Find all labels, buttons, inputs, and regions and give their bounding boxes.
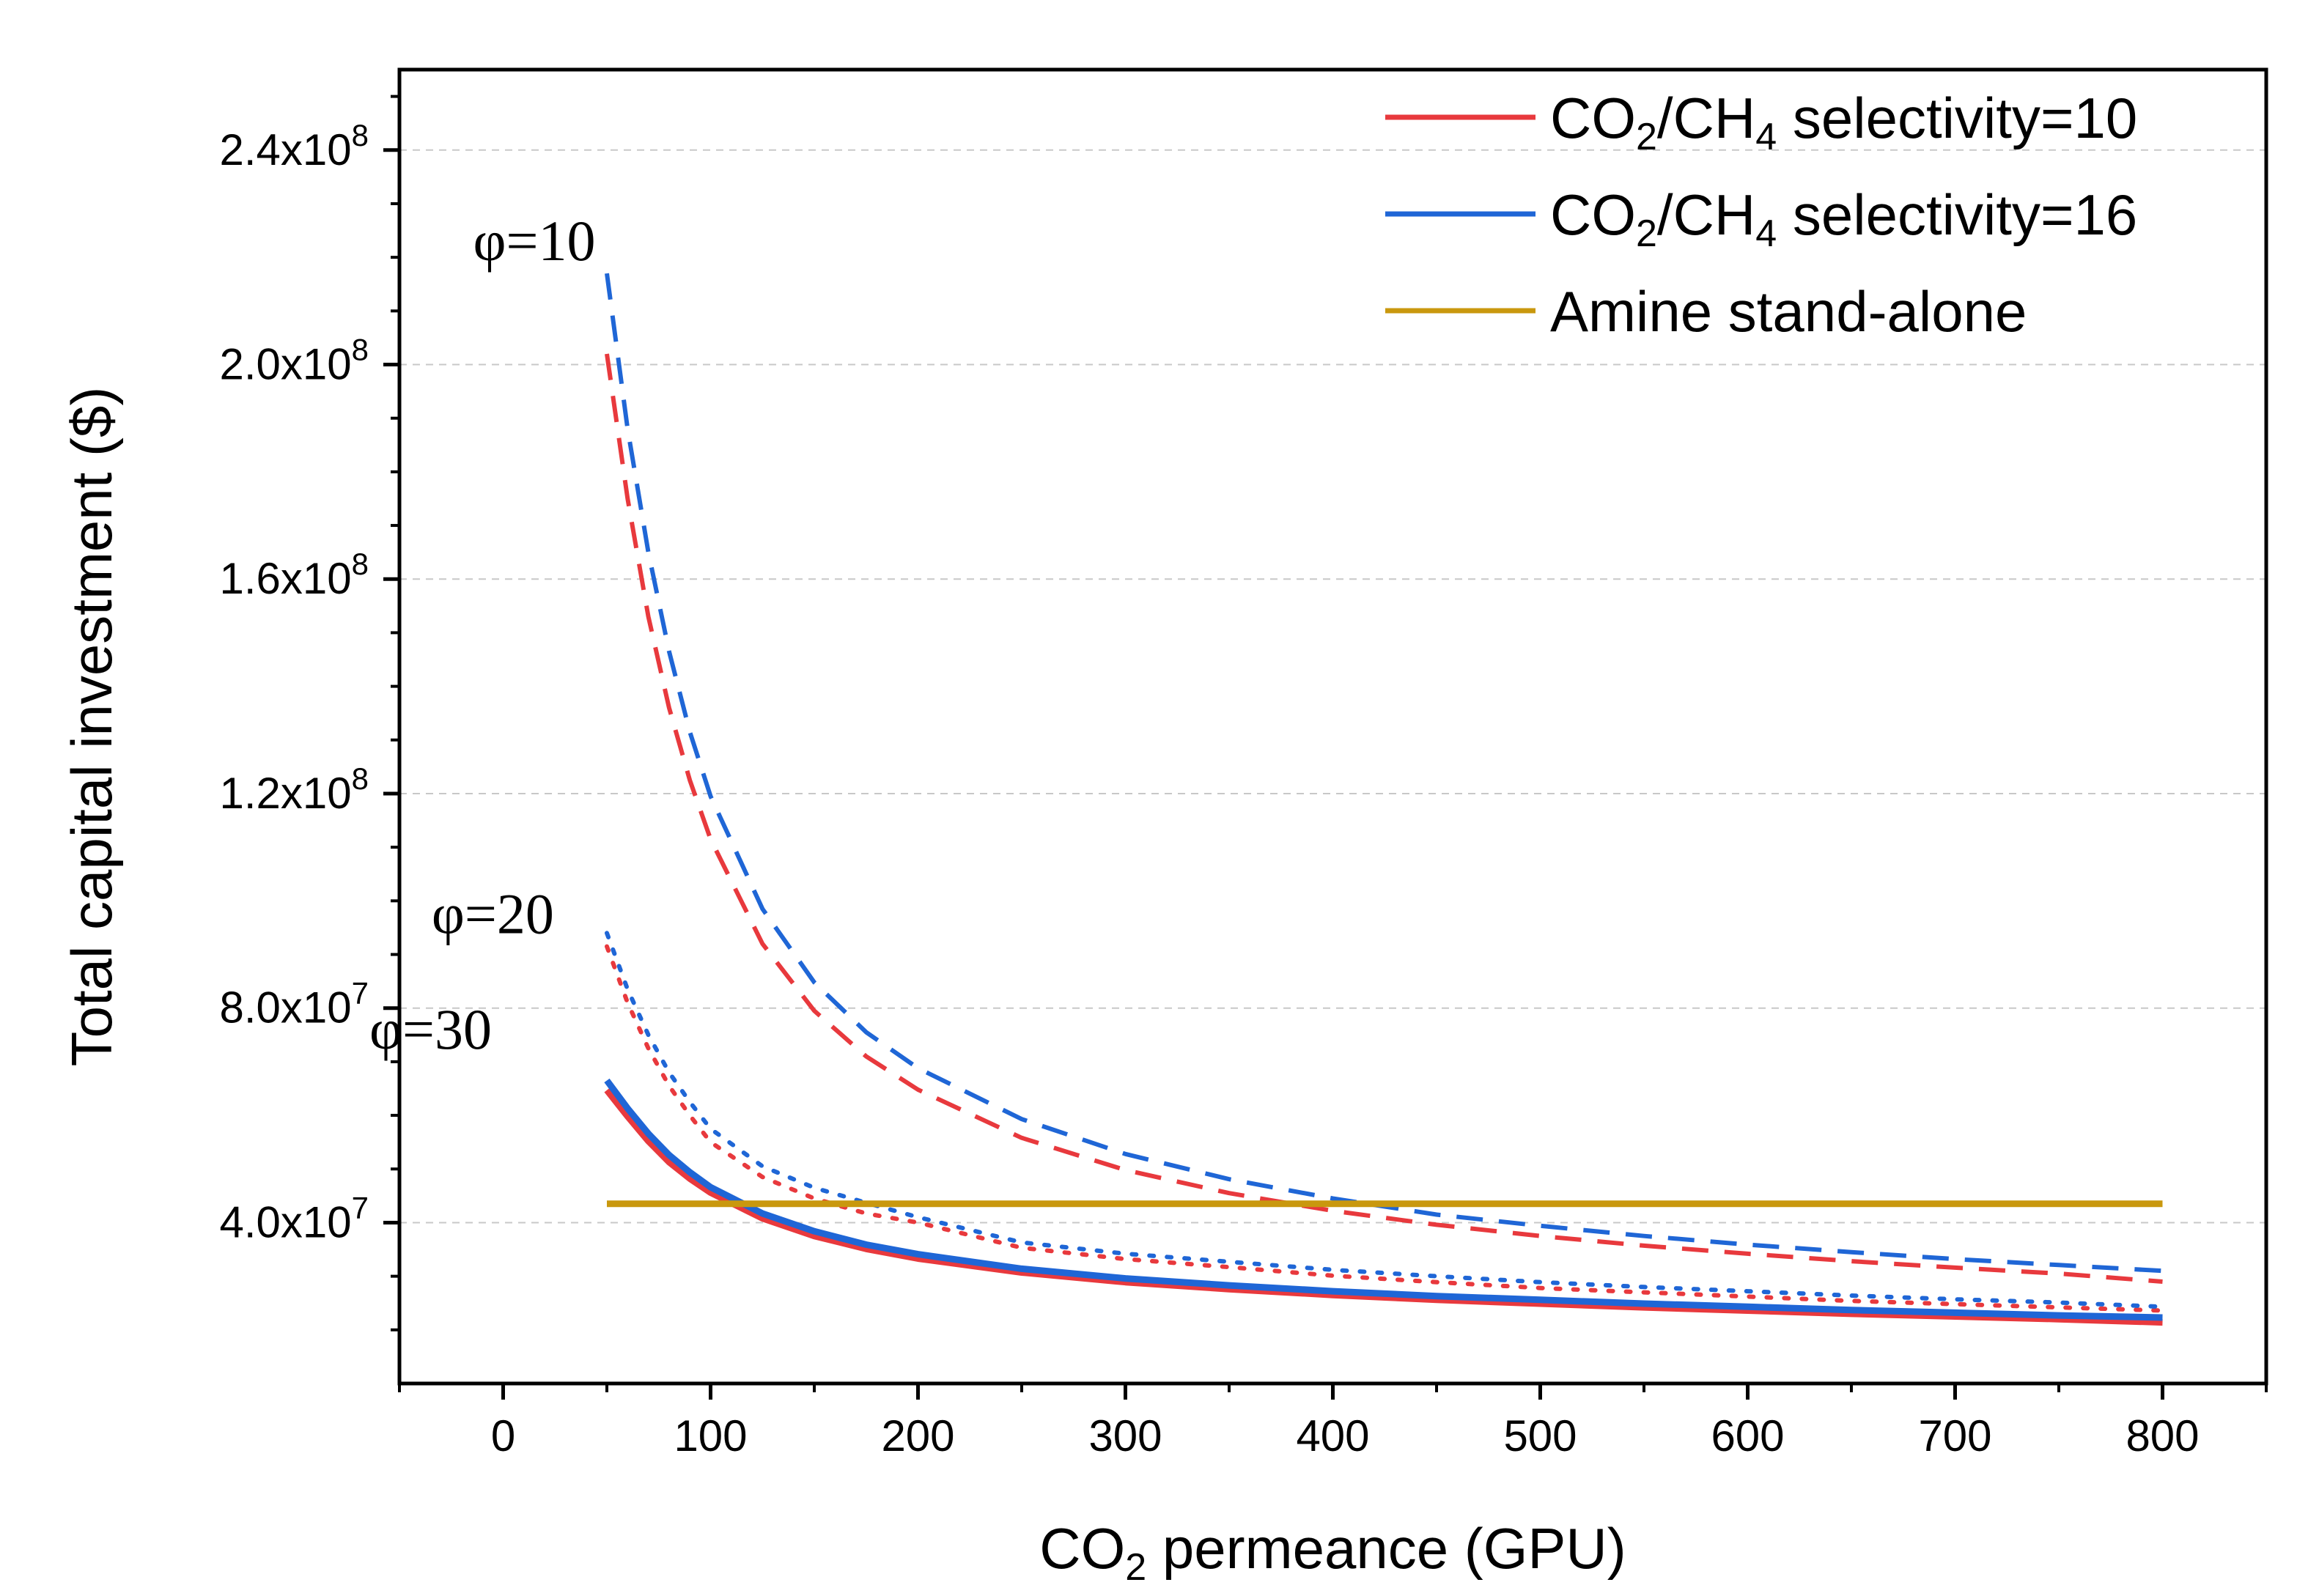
y-tick-label: 2.0x108 xyxy=(219,333,369,389)
tick-labels: 4.0x107 8.0x107 1.2x108 1.6x108 2.0x108 2.4x1… xyxy=(219,118,2199,1460)
phi-annotation-0: φ=10 xyxy=(473,209,595,273)
legend-label-amine: Amine stand-alone xyxy=(1550,279,2027,344)
series-line-4 xyxy=(604,1087,2163,1326)
x-tick-label: 0 xyxy=(491,1411,515,1460)
y-tick-label: 8.0x107 xyxy=(219,976,369,1032)
x-tick-label: 700 xyxy=(1918,1411,1991,1460)
annotations: φ=10 φ=20 φ=30 xyxy=(369,209,596,1061)
series-line-0 xyxy=(605,353,2163,1284)
series-line-3 xyxy=(605,931,2165,1309)
y-tick-label: 4.0x107 xyxy=(219,1190,369,1246)
plot-frame xyxy=(397,67,2268,1386)
x-tick-label: 400 xyxy=(1296,1411,1369,1460)
legend: CO2/CH4 selectivity=10 CO2/CH4 selectivit… xyxy=(1385,86,2137,344)
y-tick-label: 1.2x108 xyxy=(219,761,369,818)
y-tick-label: 1.6x108 xyxy=(219,547,369,603)
x-axis-label-subscript: 2 xyxy=(1125,1546,1146,1589)
y-axis-label: Total capital investment ($) xyxy=(59,387,124,1067)
phi-annotation-2: φ=30 xyxy=(369,997,492,1061)
series-line-1 xyxy=(605,273,2163,1274)
legend-label-sel16: CO2/CH4 selectivity=16 xyxy=(1550,182,2137,255)
phi-annotation-1: φ=20 xyxy=(432,882,554,946)
series-line-5 xyxy=(604,1078,2163,1321)
x-axis-label: CO2 permeance (GPU) xyxy=(1039,1516,1626,1589)
series-lines xyxy=(604,273,2165,1326)
x-tick-label: 500 xyxy=(1503,1411,1577,1460)
x-tick-label: 600 xyxy=(1711,1411,1784,1460)
legend-label-sel10: CO2/CH4 selectivity=10 xyxy=(1550,86,2137,158)
axis-ticks xyxy=(383,95,2268,1400)
y-tick-label: 2.4x108 xyxy=(219,118,369,174)
x-tick-label: 800 xyxy=(2126,1411,2199,1460)
x-tick-label: 100 xyxy=(674,1411,747,1460)
x-tick-label: 200 xyxy=(881,1411,954,1460)
x-tick-label: 300 xyxy=(1088,1411,1162,1460)
